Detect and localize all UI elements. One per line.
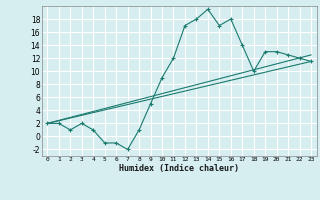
X-axis label: Humidex (Indice chaleur): Humidex (Indice chaleur) xyxy=(119,164,239,173)
